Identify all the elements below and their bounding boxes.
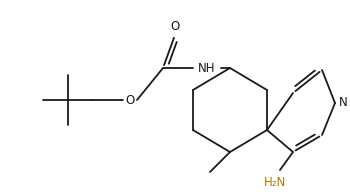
Text: NH: NH bbox=[198, 61, 216, 74]
Text: O: O bbox=[170, 20, 180, 32]
Text: O: O bbox=[125, 94, 135, 107]
Text: N: N bbox=[339, 97, 347, 109]
Text: H₂N: H₂N bbox=[264, 175, 286, 189]
